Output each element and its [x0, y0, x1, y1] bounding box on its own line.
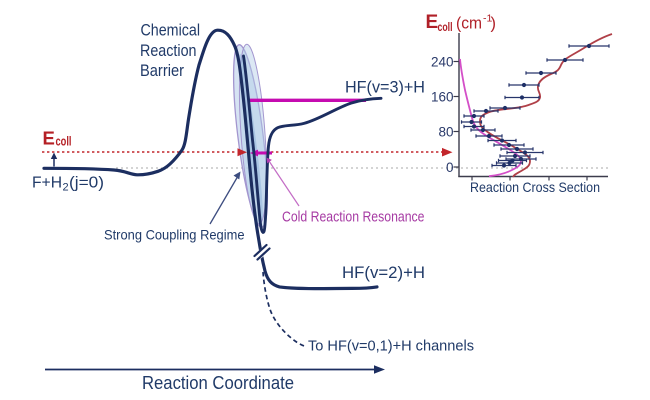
svg-text:HF(v=2)+H: HF(v=2)+H [342, 264, 425, 282]
svg-text:Chemical: Chemical [141, 22, 201, 40]
svg-text:F+H: F+H [32, 174, 62, 191]
svg-text:(cm: (cm [456, 15, 482, 33]
svg-text:coll: coll [56, 135, 72, 149]
svg-text:E: E [43, 128, 55, 149]
svg-text:(j=0): (j=0) [69, 174, 104, 191]
svg-text:HF(v=3)+H: HF(v=3)+H [345, 78, 425, 97]
svg-text:80: 80 [438, 125, 453, 140]
svg-text:0: 0 [446, 160, 454, 175]
svg-text:Reaction Cross Section: Reaction Cross Section [470, 179, 600, 195]
svg-text:240: 240 [431, 55, 454, 70]
svg-text:Reaction: Reaction [140, 42, 197, 60]
svg-text:): ) [491, 15, 497, 33]
svg-text:To HF(v=0,1)+H channels: To HF(v=0,1)+H channels [308, 339, 474, 355]
svg-text:Barrier: Barrier [140, 62, 184, 80]
svg-text:Reaction Coordinate: Reaction Coordinate [142, 373, 294, 393]
svg-text:Cold Reaction Resonance: Cold Reaction Resonance [282, 209, 425, 226]
svg-text:2: 2 [63, 181, 69, 193]
svg-text:-1: -1 [483, 13, 492, 25]
svg-text:E: E [426, 12, 439, 33]
svg-text:coll: coll [438, 20, 453, 34]
svg-text:Strong Coupling Regime: Strong Coupling Regime [104, 227, 245, 243]
svg-text:160: 160 [431, 90, 454, 105]
